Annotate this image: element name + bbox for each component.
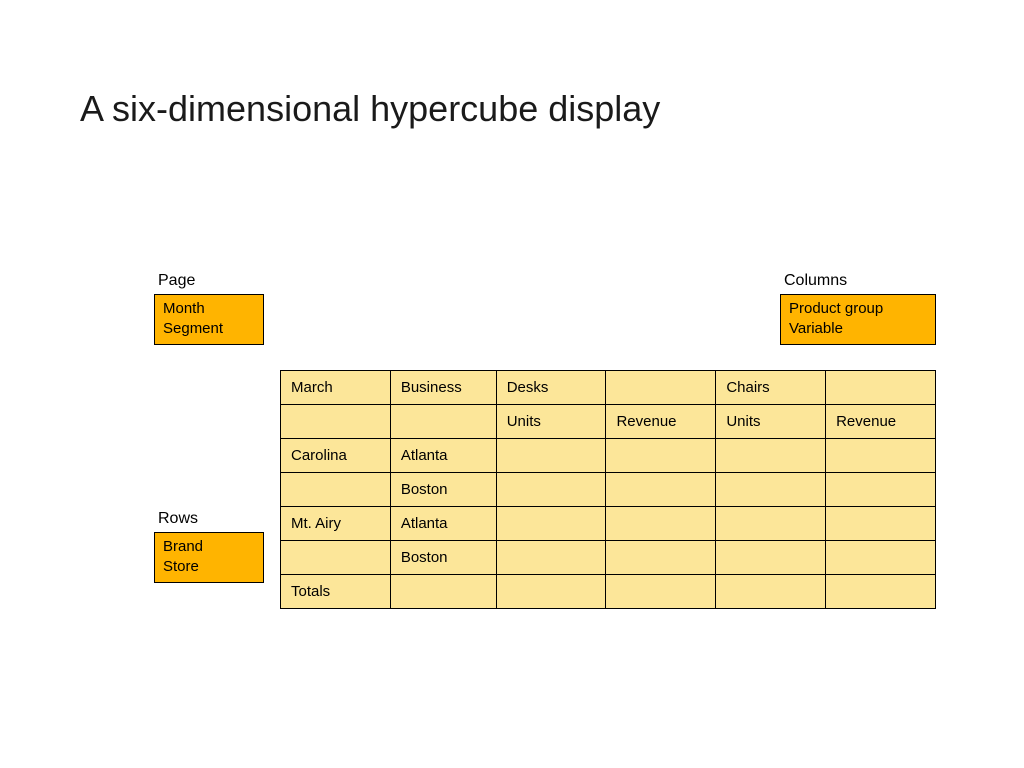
table-cell: [606, 541, 716, 575]
page-dimension-box: Month Segment: [154, 294, 264, 345]
table-cell: [826, 575, 936, 609]
table-cell: Chairs: [716, 371, 826, 405]
table-row: Boston: [281, 473, 936, 507]
rows-dimension-box: Brand Store: [154, 532, 264, 583]
table-cell: [496, 507, 606, 541]
table-cell: [496, 575, 606, 609]
table-cell: Revenue: [826, 405, 936, 439]
table-cell: [716, 575, 826, 609]
columns-dimension-group: Columns Product group Variable: [780, 272, 936, 345]
table-row: Boston: [281, 541, 936, 575]
table-cell: [281, 405, 391, 439]
table-cell: Boston: [390, 473, 496, 507]
table-cell: [390, 405, 496, 439]
table-cell: Desks: [496, 371, 606, 405]
rows-dim-store: Store: [163, 557, 255, 577]
table-cell: [496, 473, 606, 507]
table-cell: [496, 439, 606, 473]
table-row: MarchBusinessDesks Chairs: [281, 371, 936, 405]
page-dim-month: Month: [163, 299, 255, 319]
table-row: UnitsRevenueUnitsRevenue: [281, 405, 936, 439]
table-cell: March: [281, 371, 391, 405]
table-cell: [716, 541, 826, 575]
rows-label: Rows: [154, 510, 264, 528]
columns-dim-product-group: Product group: [789, 299, 927, 319]
page-dimension-group: Page Month Segment: [154, 272, 264, 345]
table-cell: [826, 541, 936, 575]
table-cell: Atlanta: [390, 439, 496, 473]
table-cell: [826, 507, 936, 541]
table-cell: [606, 575, 716, 609]
table-cell: [716, 439, 826, 473]
rows-dim-brand: Brand: [163, 537, 255, 557]
columns-dimension-box: Product group Variable: [780, 294, 936, 345]
table-cell: [390, 575, 496, 609]
table-row: CarolinaAtlanta: [281, 439, 936, 473]
page-title: A six-dimensional hypercube display: [80, 88, 660, 130]
page-label: Page: [154, 272, 264, 290]
table-cell: Units: [496, 405, 606, 439]
table-cell: [716, 473, 826, 507]
table-cell: Revenue: [606, 405, 716, 439]
table-cell: Atlanta: [390, 507, 496, 541]
table-cell: Mt. Airy: [281, 507, 391, 541]
columns-label: Columns: [780, 272, 936, 290]
table-cell: [606, 507, 716, 541]
table-cell: [606, 371, 716, 405]
table-cell: Totals: [281, 575, 391, 609]
table-cell: [716, 507, 826, 541]
columns-dim-variable: Variable: [789, 319, 927, 339]
table-cell: [826, 439, 936, 473]
table-row: Mt. AiryAtlanta: [281, 507, 936, 541]
table-cell: [606, 473, 716, 507]
table-cell: [606, 439, 716, 473]
page-dim-segment: Segment: [163, 319, 255, 339]
table-cell: [281, 473, 391, 507]
hypercube-table: MarchBusinessDesksChairsUnitsRevenueUnit…: [280, 370, 936, 609]
table-cell: [826, 371, 936, 405]
rows-dimension-group: Rows Brand Store: [154, 510, 264, 583]
table-cell: Carolina: [281, 439, 391, 473]
table-cell: Boston: [390, 541, 496, 575]
table-row: Totals: [281, 575, 936, 609]
table-cell: [826, 473, 936, 507]
table-cell: [281, 541, 391, 575]
table-cell: Units: [716, 405, 826, 439]
table-cell: Business: [390, 371, 496, 405]
table-cell: [496, 541, 606, 575]
